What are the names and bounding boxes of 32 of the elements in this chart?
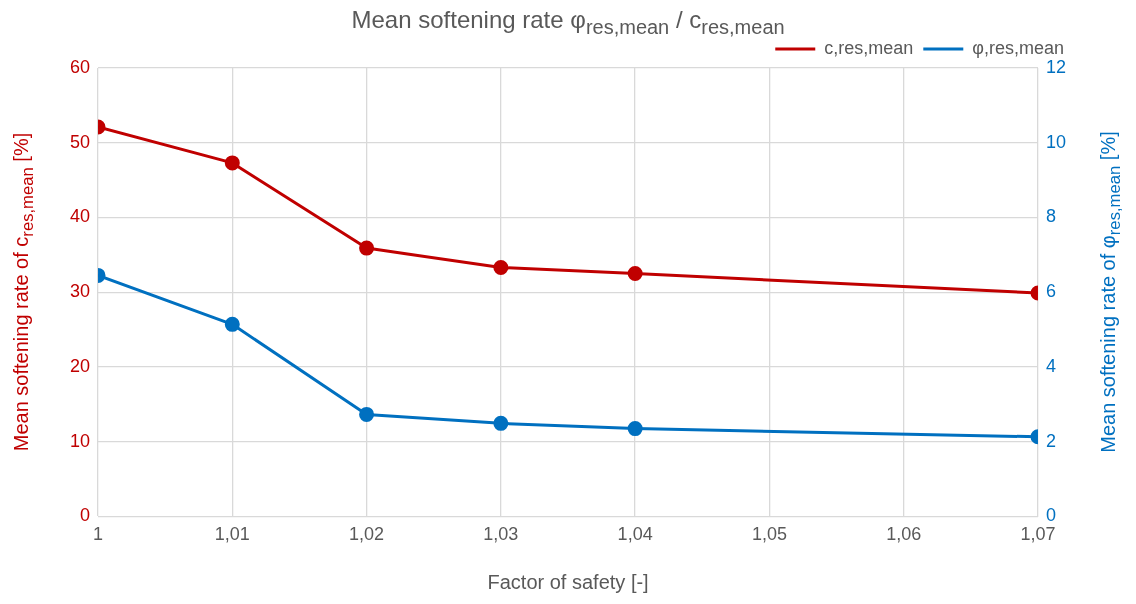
- point: [627, 266, 643, 282]
- y2-tick-label: 2: [1045, 430, 1056, 451]
- x-axis-title: Factor of safety [-]: [487, 570, 649, 594]
- x-tick-label: 1,03: [483, 524, 519, 545]
- point: [359, 240, 375, 256]
- x-tick-label: 1: [93, 524, 104, 545]
- chart-title: Mean softening rate φ$_{res,mean}$ / c$_{res,mean}$: [351, 5, 785, 39]
- y2-tick-label: 12: [1045, 56, 1067, 77]
- point: [493, 415, 509, 431]
- x-tick-label: 1,04: [617, 524, 653, 545]
- y-tick-label: 50: [69, 131, 91, 152]
- point: [627, 421, 643, 437]
- x-tick-label: 1,06: [886, 524, 922, 545]
- y-tick-label: 20: [69, 355, 91, 376]
- y-tick-label: 40: [69, 206, 91, 227]
- y2-tick-label: 4: [1045, 355, 1056, 376]
- y2-tick-label: 0: [1045, 505, 1056, 526]
- legend-label: φ,res,mean: [972, 37, 1065, 58]
- legend-label: c,res,mean: [824, 37, 914, 58]
- y-tick-label: 10: [69, 430, 91, 451]
- y2-tick-label: 8: [1045, 206, 1056, 227]
- y2-tick-label: 6: [1045, 281, 1056, 302]
- y-tick-label: 30: [69, 281, 91, 302]
- x-tick-label: 1,02: [349, 524, 385, 545]
- x-tick-label: 1,01: [214, 524, 250, 545]
- y-tick-label: 60: [69, 56, 91, 77]
- y2-tick-label: 10: [1045, 131, 1067, 152]
- point: [359, 406, 375, 422]
- x-tick-label: 1,05: [751, 524, 787, 545]
- y-tick-label: 0: [80, 505, 91, 526]
- point: [493, 260, 509, 276]
- x-tick-label: 1,07: [1020, 524, 1056, 545]
